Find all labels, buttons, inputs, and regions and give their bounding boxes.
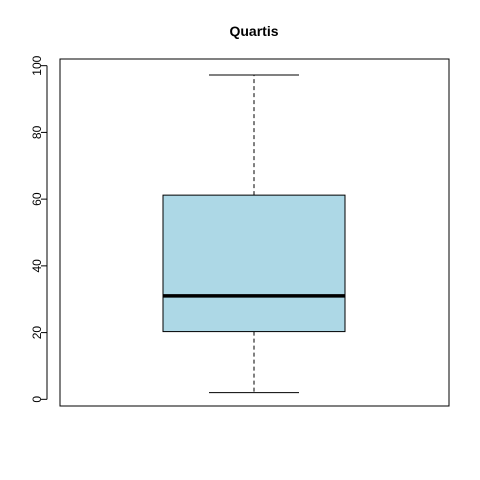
y-axis: 0 20 40 60 80 100 bbox=[30, 55, 48, 403]
y-tick-label: 100 bbox=[30, 55, 44, 75]
y-tick-label: 80 bbox=[30, 125, 44, 139]
y-tick-label: 60 bbox=[30, 192, 44, 206]
chart-title: Quartis bbox=[229, 23, 278, 39]
y-tick-label: 0 bbox=[30, 396, 44, 403]
y-tick-label: 40 bbox=[30, 259, 44, 273]
y-tick-label: 20 bbox=[30, 326, 44, 340]
interquartile-box bbox=[162, 194, 346, 333]
plot-frame bbox=[59, 58, 450, 407]
box-plot bbox=[162, 74, 346, 394]
